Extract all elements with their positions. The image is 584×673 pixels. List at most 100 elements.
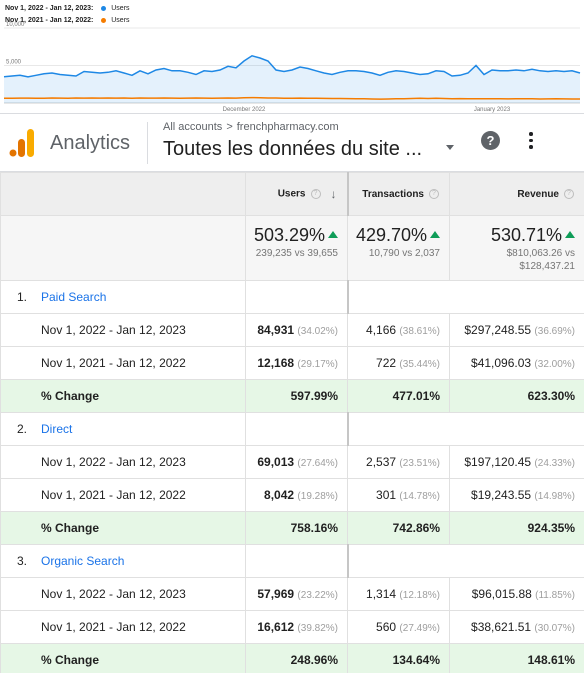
legend-item-previous: Nov 1, 2021 - Jan 12, 2022: Users [5, 17, 130, 24]
change-row: % Change 597.99% 477.01% 623.30% [0, 379, 584, 413]
users-value: 57,969 [257, 587, 295, 601]
y-tick-label: 10,000 [6, 22, 25, 28]
column-header-users[interactable]: Users? ↓ [245, 172, 349, 216]
change-users: 248.96% [245, 643, 348, 673]
date-range-label: Nov 1, 2022 - Jan 12, 2023 [0, 577, 246, 611]
help-icon[interactable]: ? [429, 188, 439, 199]
chart-canvas: 10,000 5,000 December 2022 January 2023 [3, 22, 581, 113]
change-label: % Change [0, 511, 246, 545]
revenue-pct: (11.85%) [535, 590, 575, 601]
users-value: 12,168 [257, 356, 295, 370]
group-number: 3. [17, 554, 28, 568]
transactions-value: 722 [376, 356, 397, 370]
users-cell: 69,013 (27.64%) [245, 445, 348, 479]
summary-users-sub: 239,235 vs 39,655 [255, 248, 338, 259]
revenue-pct: (36.69%) [534, 326, 575, 337]
revenue-value: $19,243.55 [471, 488, 532, 502]
breadcrumb-property[interactable]: frenchpharmacy.com [236, 121, 339, 133]
arrow-up-icon [430, 231, 440, 238]
dimension-header [0, 172, 246, 216]
users-pct: (19.28%) [297, 491, 338, 502]
group-users-empty [245, 544, 349, 578]
legend-item-current: Nov 1, 2022 - Jan 12, 2023: Users [5, 5, 130, 12]
transactions-value: 560 [376, 620, 397, 634]
product-name: Analytics [50, 132, 131, 154]
table-row: Nov 1, 2021 - Jan 12, 2022 16,612 (39.82… [0, 610, 584, 644]
legend-dot-blue-icon [101, 5, 107, 11]
column-header-revenue[interactable]: Revenue? [449, 172, 584, 216]
summary-revenue-sub2: $128,437.21 [519, 261, 575, 272]
group-row-paid-search: 1. Paid Search [0, 280, 584, 314]
group-label-cell: 3. Organic Search [0, 544, 246, 578]
group-link[interactable]: Organic Search [41, 554, 125, 568]
users-cell: 84,931 (34.02%) [245, 313, 348, 347]
revenue-cell: $96,015.88 (11.85%) [449, 577, 584, 611]
transactions-pct: (12.18%) [399, 590, 440, 601]
group-link[interactable]: Direct [41, 422, 73, 436]
group-metrics-empty [347, 280, 584, 314]
group-row-direct: 2. Direct [0, 412, 584, 446]
transactions-cell: 560 (27.49%) [347, 610, 450, 644]
help-icon[interactable]: ? [310, 189, 321, 199]
transactions-cell: 4,166 (38.61%) [347, 313, 450, 347]
transactions-cell: 1,314 (12.18%) [347, 577, 450, 611]
revenue-pct: (32.00%) [534, 359, 575, 370]
column-header-transactions[interactable]: Transactions? [347, 172, 450, 216]
analytics-logo-icon[interactable] [9, 128, 35, 158]
revenue-value: $41,096.03 [471, 356, 532, 370]
column-label-users[interactable]: Users [277, 188, 306, 200]
change-label: % Change [0, 379, 246, 413]
revenue-cell: $38,621.51 (30.07%) [449, 610, 584, 644]
group-metrics-empty [347, 544, 584, 578]
change-revenue: 924.35% [449, 511, 584, 545]
series-area-0 [4, 55, 580, 103]
date-range-label: Nov 1, 2021 - Jan 12, 2022 [0, 610, 246, 644]
help-icon[interactable]: ? [481, 131, 500, 150]
summary-revenue-sub1: $810,063.26 vs [506, 248, 575, 259]
more-vert-icon[interactable] [524, 130, 538, 152]
dropdown-caret-icon[interactable] [446, 145, 454, 150]
revenue-value: $38,621.51 [471, 620, 532, 634]
summary-revenue: 530.71% $810,063.26 vs $128,437.21 [449, 215, 584, 281]
date-range-label: Nov 1, 2021 - Jan 12, 2022 [0, 346, 246, 380]
help-icon[interactable]: ? [564, 188, 574, 199]
table-row: Nov 1, 2022 - Jan 12, 2023 69,013 (27.64… [0, 445, 584, 479]
report-table: Users? ↓ Transactions? Revenue? 503.29% 2… [0, 172, 584, 673]
summary-transactions: 429.70% 10,790 vs 2,037 [347, 215, 450, 281]
table-row: Nov 1, 2021 - Jan 12, 2022 12,168 (29.17… [0, 346, 584, 380]
change-label: % Change [0, 643, 246, 673]
users-cell: 12,168 (29.17%) [245, 346, 348, 380]
change-revenue: 623.30% [449, 379, 584, 413]
series-line-1 [3, 96, 580, 100]
table-row: Nov 1, 2021 - Jan 12, 2022 8,042 (19.28%… [0, 478, 584, 512]
date-range-label: Nov 1, 2022 - Jan 12, 2023 [0, 313, 246, 347]
summary-label-cell [0, 215, 246, 281]
summary-transactions-pct: 429.70% [355, 225, 427, 245]
sort-descending-icon[interactable]: ↓ [330, 187, 337, 201]
header-divider [147, 122, 148, 164]
summary-users-pct: 503.29% [253, 225, 325, 245]
view-selector[interactable]: Toutes les données du site ... [163, 138, 423, 160]
date-range-label: Nov 1, 2022 - Jan 12, 2023 [0, 445, 246, 479]
revenue-value: $96,015.88 [471, 587, 532, 601]
transactions-pct: (38.61%) [399, 326, 440, 337]
legend-label-current: Nov 1, 2022 - Jan 12, 2023: [5, 5, 94, 12]
breadcrumb-root[interactable]: All accounts [163, 121, 223, 133]
group-link[interactable]: Paid Search [41, 290, 107, 304]
change-users: 758.16% [245, 511, 348, 545]
group-users-empty [245, 412, 349, 446]
breadcrumb[interactable]: All accounts > frenchpharmacy.com [163, 121, 339, 133]
users-trend-chart: 10,000 5,000 December 2022 January 2023 Nov… [0, 0, 584, 114]
group-metrics-empty [347, 412, 584, 446]
group-number: 1. [17, 290, 28, 304]
users-pct: (34.02%) [297, 326, 338, 337]
group-label-cell: 1. Paid Search [0, 280, 246, 314]
column-label-revenue[interactable]: Revenue [517, 188, 559, 200]
column-label-transactions[interactable]: Transactions [362, 188, 424, 200]
legend-dot-orange-icon [101, 17, 107, 23]
date-range-label: Nov 1, 2021 - Jan 12, 2022 [0, 478, 246, 512]
legend-series-previous: Users [111, 17, 130, 24]
transactions-pct: (14.78%) [399, 491, 440, 502]
revenue-pct: (24.33%) [534, 458, 575, 469]
chevron-right-icon: > [226, 121, 233, 133]
